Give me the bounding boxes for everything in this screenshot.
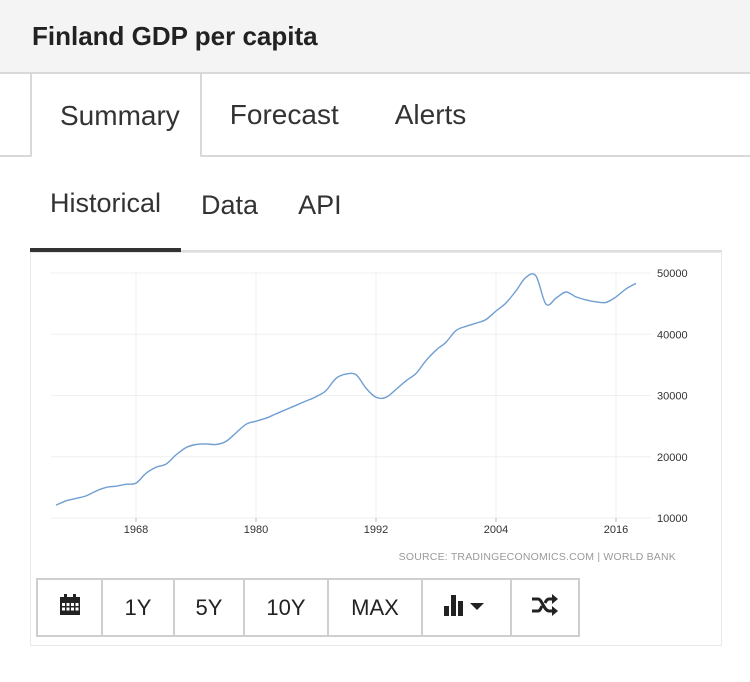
x-axis-ticks: 1968 1980 1992 2004 2016 [124,524,628,536]
secondary-tabs: Historical Data API [30,159,722,252]
range-1y-button[interactable]: 1Y [103,580,175,635]
y-tick-label: 30000 [657,391,688,403]
range-max-button[interactable]: MAX [329,580,423,635]
range-5y-button[interactable]: 5Y [175,580,245,635]
x-tick-label: 2004 [484,524,508,536]
shuffle-button[interactable] [512,580,578,635]
series-line [55,273,637,506]
range-10y-button[interactable]: 10Y [245,580,329,635]
x-tick-label: 2016 [604,524,628,536]
chart-grid [51,272,651,522]
calendar-icon [59,593,81,622]
tab-historical[interactable]: Historical [30,159,182,252]
primary-tabs: Summary Forecast Alerts [0,74,750,157]
tab-data[interactable]: Data [201,190,259,220]
y-tick-label: 10000 [657,513,688,525]
x-tick-label: 1992 [364,524,388,536]
chart-type-dropdown[interactable] [423,580,512,635]
y-axis-ticks: 10000 20000 30000 40000 50000 [657,268,688,525]
tab-alerts[interactable]: Alerts [394,98,467,130]
shuffle-icon [531,593,559,622]
y-tick-label: 40000 [657,329,688,341]
chart-panel: 1968 1980 1992 2004 2016 10000 20000 30000 4000… [30,252,722,646]
chart-toolbar: 1Y 5Y 10Y MAX [36,578,580,637]
tab-forecast[interactable]: Forecast [229,98,339,130]
x-tick-label: 1968 [124,524,148,536]
tab-api[interactable]: API [298,190,342,220]
calendar-button[interactable] [38,580,103,635]
tab-summary[interactable]: Summary [30,74,202,157]
page-header: Finland GDP per capita [0,0,750,74]
gdp-line-chart: 1968 1980 1992 2004 2016 10000 20000 30000 4000… [51,268,688,563]
bar-chart-dropdown-icon [443,594,490,622]
x-tick-label: 1980 [244,524,268,536]
y-tick-label: 50000 [657,268,688,280]
page-title: Finland GDP per capita [32,20,318,51]
y-tick-label: 20000 [657,452,688,464]
chart-source: SOURCE: TRADINGECONOMICS.COM | WORLD BAN… [399,551,676,563]
